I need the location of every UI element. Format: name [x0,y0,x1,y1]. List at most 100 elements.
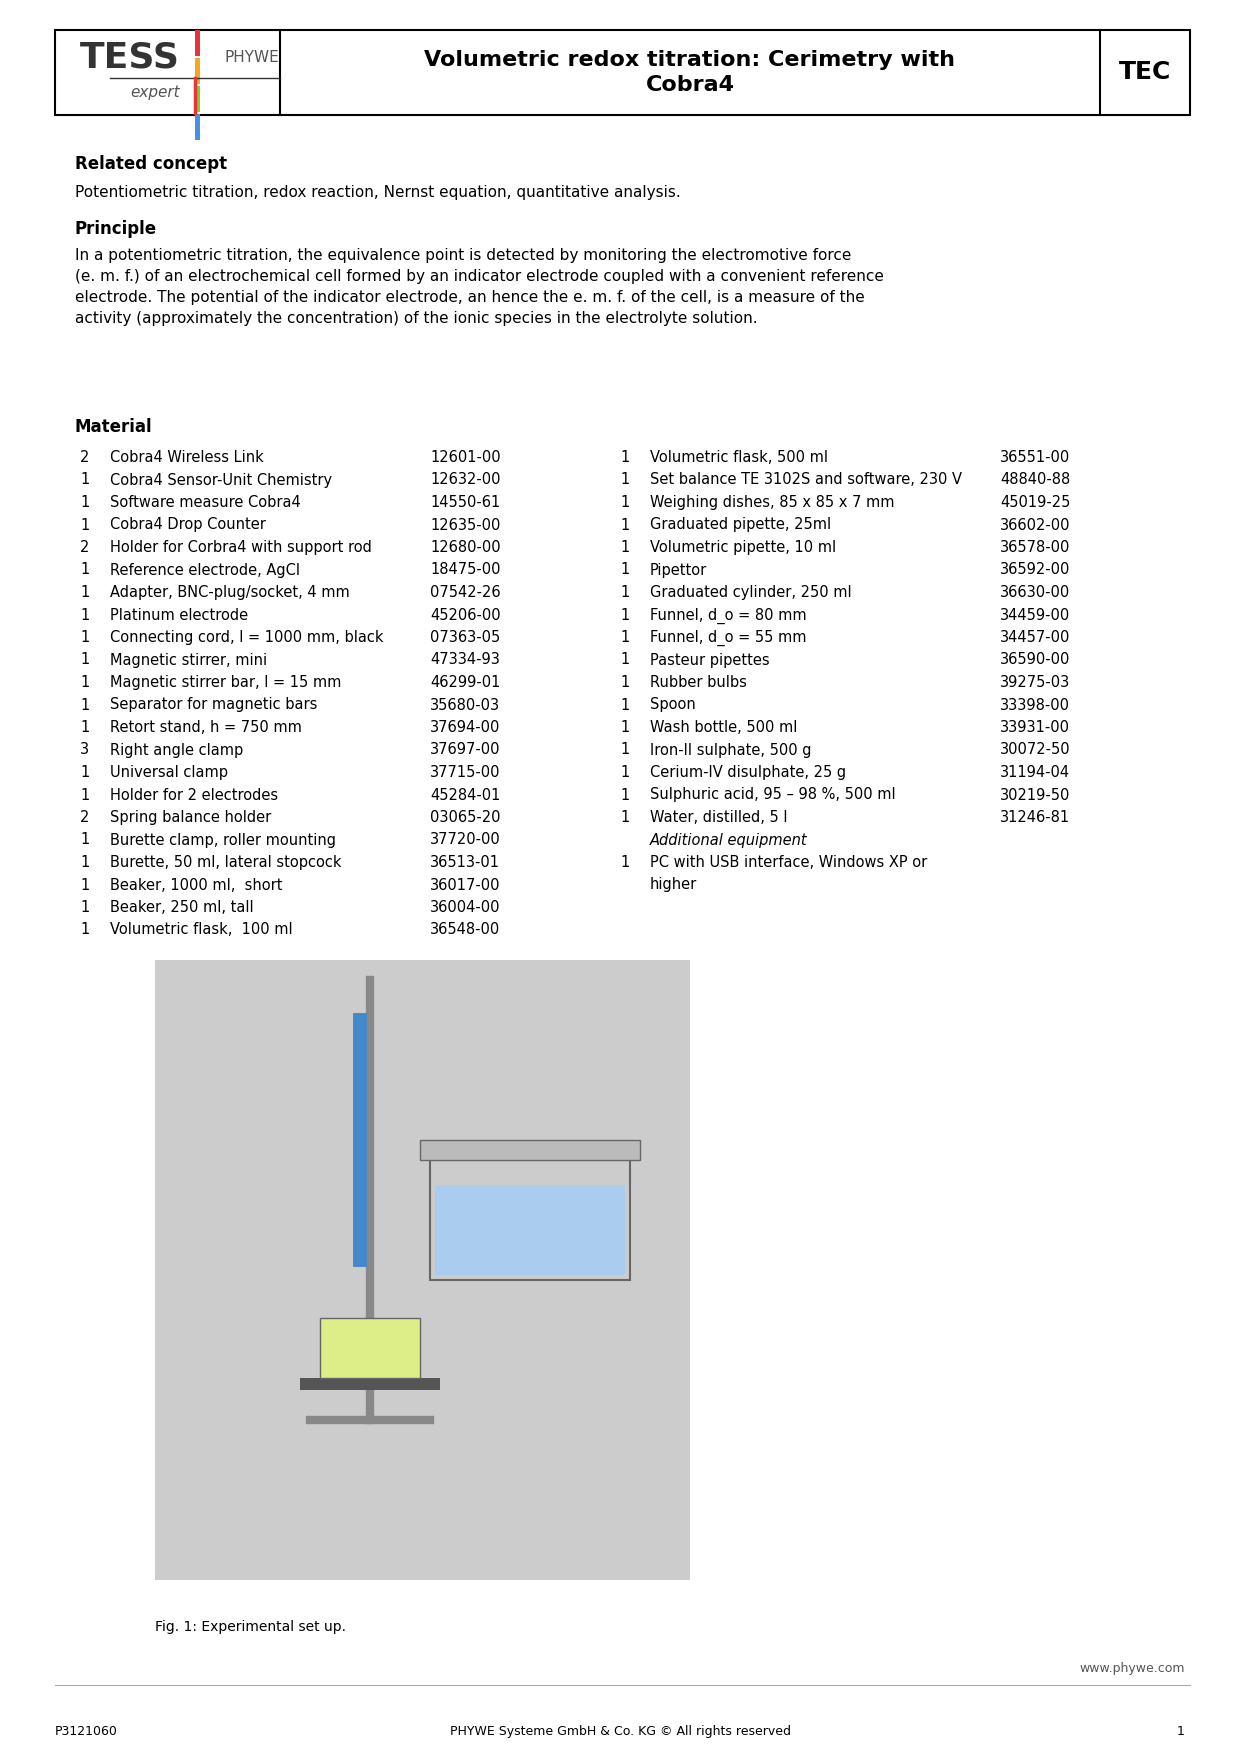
Text: Magnetic stirrer, mini: Magnetic stirrer, mini [110,652,267,668]
Text: 1: 1 [79,675,89,689]
Text: 1: 1 [79,854,89,870]
Text: 14550-61: 14550-61 [429,495,500,510]
Text: 1: 1 [79,900,89,916]
Text: Funnel, d_o = 80 mm: Funnel, d_o = 80 mm [650,607,807,624]
Text: Platinum electrode: Platinum electrode [110,607,248,623]
Text: Funnel, d_o = 55 mm: Funnel, d_o = 55 mm [650,630,807,645]
Text: higher: higher [650,877,697,893]
Text: Universal clamp: Universal clamp [110,765,228,781]
Text: 07542-26: 07542-26 [429,586,500,600]
Text: 12601-00: 12601-00 [429,451,500,465]
Text: 1: 1 [620,607,629,623]
Text: 07363-05: 07363-05 [429,630,500,645]
Text: 36004-00: 36004-00 [429,900,500,916]
Text: Holder for 2 electrodes: Holder for 2 electrodes [110,788,278,803]
Text: Fig. 1: Experimental set up.: Fig. 1: Experimental set up. [155,1621,346,1635]
Text: 1: 1 [79,833,89,847]
Text: Set balance TE 3102S and software, 230 V: Set balance TE 3102S and software, 230 V [650,472,962,488]
Text: Wash bottle, 500 ml: Wash bottle, 500 ml [650,719,798,735]
Text: 1: 1 [79,472,89,488]
Text: 2: 2 [79,810,89,824]
Text: 1: 1 [79,630,89,645]
Text: Pasteur pipettes: Pasteur pipettes [650,652,769,668]
Text: 48840-88: 48840-88 [1000,472,1070,488]
Text: 47334-93: 47334-93 [429,652,500,668]
Text: 18475-00: 18475-00 [429,563,500,577]
Text: Material: Material [74,417,153,437]
Text: 1: 1 [620,698,629,712]
Text: Cobra4 Drop Counter: Cobra4 Drop Counter [110,517,266,533]
Text: 03065-20: 03065-20 [429,810,500,824]
Text: 37715-00: 37715-00 [429,765,500,781]
Text: 39275-03: 39275-03 [1000,675,1070,689]
Text: 1: 1 [620,652,629,668]
Text: 2: 2 [79,451,89,465]
Text: 31246-81: 31246-81 [1000,810,1070,824]
Text: 30072-50: 30072-50 [1000,742,1071,758]
Text: Rubber bulbs: Rubber bulbs [650,675,747,689]
Text: 1: 1 [79,563,89,577]
Text: Adapter, BNC-plug/socket, 4 mm: Adapter, BNC-plug/socket, 4 mm [110,586,350,600]
Text: 1: 1 [1178,1724,1185,1738]
Text: 36602-00: 36602-00 [1000,517,1071,533]
Text: 36548-00: 36548-00 [429,923,500,937]
Text: Volumetric flask, 500 ml: Volumetric flask, 500 ml [650,451,828,465]
Text: Cobra4: Cobra4 [645,75,735,95]
Text: 1: 1 [620,719,629,735]
Text: 1: 1 [79,923,89,937]
Text: Software measure Cobra4: Software measure Cobra4 [110,495,300,510]
Bar [195,114,200,140]
Text: Cerium-IV disulphate, 25 g: Cerium-IV disulphate, 25 g [650,765,846,781]
Text: 1: 1 [620,517,629,533]
Text: 30219-50: 30219-50 [1000,788,1071,803]
Text: Iron-II sulphate, 500 g: Iron-II sulphate, 500 g [650,742,812,758]
Text: 2: 2 [79,540,89,554]
Text: 1: 1 [79,765,89,781]
Text: Magnetic stirrer bar, l = 15 mm: Magnetic stirrer bar, l = 15 mm [110,675,341,689]
Text: Beaker, 1000 ml,  short: Beaker, 1000 ml, short [110,877,283,893]
Text: 1: 1 [620,675,629,689]
Text: 36578-00: 36578-00 [1000,540,1071,554]
Text: 12632-00: 12632-00 [429,472,500,488]
Text: 45019-25: 45019-25 [1000,495,1071,510]
Bar [55,30,1190,116]
Text: 36513-01: 36513-01 [429,854,500,870]
Text: Weighing dishes, 85 x 85 x 7 mm: Weighing dishes, 85 x 85 x 7 mm [650,495,895,510]
Text: 45206-00: 45206-00 [429,607,500,623]
Text: Spoon: Spoon [650,698,696,712]
Text: Pipettor: Pipettor [650,563,707,577]
Text: Graduated cylinder, 250 ml: Graduated cylinder, 250 ml [650,586,851,600]
Bar [300,1379,441,1389]
Text: Reference electrode, AgCl: Reference electrode, AgCl [110,563,300,577]
Text: Sulphuric acid, 95 – 98 %, 500 ml: Sulphuric acid, 95 – 98 %, 500 ml [650,788,896,803]
Text: 1: 1 [620,563,629,577]
Text: 33398-00: 33398-00 [1000,698,1070,712]
Text: 45284-01: 45284-01 [429,788,500,803]
Text: 31194-04: 31194-04 [1000,765,1070,781]
Bar [429,1159,630,1280]
Bar [320,1317,419,1379]
Text: Separator for magnetic bars: Separator for magnetic bars [110,698,318,712]
Text: 37694-00: 37694-00 [429,719,500,735]
Bar [155,959,690,1580]
Text: Graduated pipette, 25ml: Graduated pipette, 25ml [650,517,831,533]
Text: expert: expert [130,86,180,100]
Text: Principle: Principle [74,219,158,239]
Text: 36017-00: 36017-00 [429,877,500,893]
Text: 36630-00: 36630-00 [1000,586,1070,600]
Text: 1: 1 [79,877,89,893]
Text: Burette, 50 ml, lateral stopcock: Burette, 50 ml, lateral stopcock [110,854,341,870]
Text: 1: 1 [79,788,89,803]
Text: 1: 1 [79,607,89,623]
Bar [195,86,200,112]
Text: 1: 1 [79,698,89,712]
Text: 36551-00: 36551-00 [1000,451,1070,465]
Bar [436,1186,625,1275]
Text: 36590-00: 36590-00 [1000,652,1071,668]
Text: Volumetric pipette, 10 ml: Volumetric pipette, 10 ml [650,540,836,554]
Text: Burette clamp, roller mounting: Burette clamp, roller mounting [110,833,336,847]
Text: TEC: TEC [1119,60,1172,84]
Text: PHYWE Systeme GmbH & Co. KG © All rights reserved: PHYWE Systeme GmbH & Co. KG © All rights… [449,1724,791,1738]
Text: 1: 1 [79,517,89,533]
Text: 1: 1 [620,630,629,645]
